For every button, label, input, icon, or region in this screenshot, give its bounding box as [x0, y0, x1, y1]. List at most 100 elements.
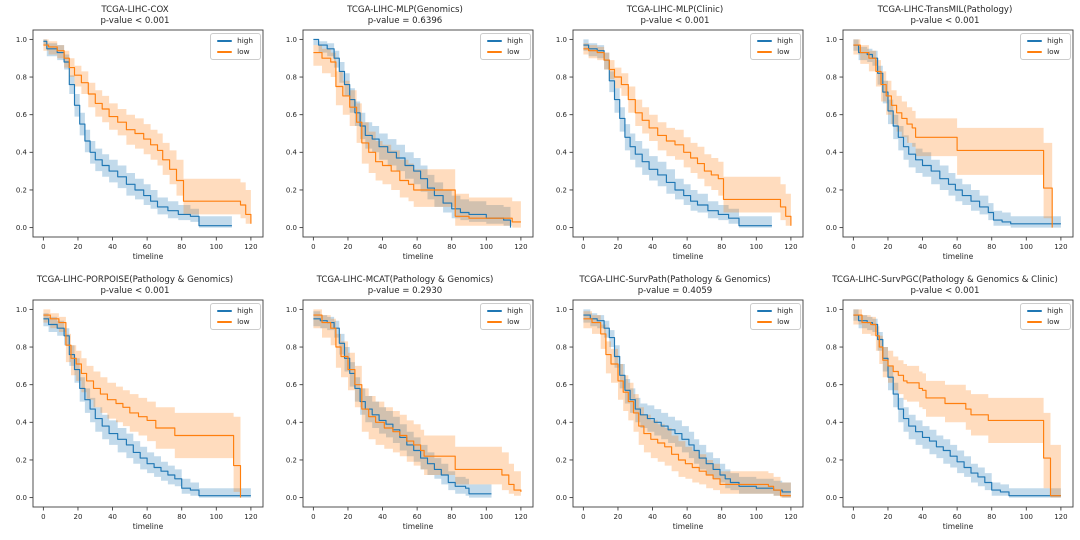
svg-text:20: 20: [614, 243, 623, 251]
legend: high low: [480, 33, 531, 60]
km-plot: 0 20 40 60 80 100 120 timeline 0.0 0.2 0.4 0.6 0.8 1.…: [556, 299, 804, 531]
svg-text:timeline: timeline: [133, 252, 164, 261]
svg-text:1.0: 1.0: [556, 306, 567, 314]
svg-text:80: 80: [447, 513, 456, 521]
legend-label-low: low: [237, 317, 250, 326]
chart-pvalue: p-value = 0.4059: [637, 286, 713, 296]
svg-text:20: 20: [344, 243, 353, 251]
legend: high low: [480, 303, 531, 330]
legend-item-high: high: [487, 307, 523, 315]
svg-text:0: 0: [851, 243, 855, 251]
legend-item-low: low: [1027, 48, 1063, 56]
chart-pvalue: p-value < 0.001: [100, 16, 170, 26]
legend-item-high: high: [217, 37, 253, 45]
svg-text:0.8: 0.8: [556, 73, 567, 81]
chart-title: TCGA-LIHC-PORPOISE(Pathology & Genomics): [36, 275, 234, 285]
svg-text:80: 80: [717, 513, 726, 521]
svg-text:1.0: 1.0: [16, 36, 27, 44]
svg-text:0.0: 0.0: [16, 494, 27, 502]
svg-text:80: 80: [987, 513, 996, 521]
legend: high low: [210, 303, 261, 330]
km-panel-mlp-clinic: TCGA-LIHC-MLP(Clinic) p-value < 0.001 0 2…: [540, 0, 810, 270]
svg-text:0.6: 0.6: [286, 381, 298, 389]
high-line-swatch: [487, 40, 503, 42]
svg-text:0.0: 0.0: [556, 224, 567, 232]
svg-text:100: 100: [1020, 243, 1033, 251]
svg-text:120: 120: [784, 513, 797, 521]
svg-text:0.6: 0.6: [826, 111, 838, 119]
svg-text:0.0: 0.0: [286, 494, 297, 502]
svg-text:0.8: 0.8: [286, 343, 297, 351]
chart-pvalue: p-value = 0.2930: [367, 286, 443, 296]
svg-text:100: 100: [750, 513, 763, 521]
legend-label-high: high: [777, 36, 793, 45]
svg-text:60: 60: [413, 243, 422, 251]
svg-text:1.0: 1.0: [826, 306, 837, 314]
svg-text:1.0: 1.0: [16, 306, 27, 314]
svg-text:0.0: 0.0: [826, 494, 837, 502]
svg-text:timeline: timeline: [673, 252, 704, 261]
svg-text:40: 40: [918, 243, 927, 251]
svg-text:0: 0: [311, 513, 315, 521]
svg-text:60: 60: [953, 243, 962, 251]
svg-text:0.8: 0.8: [16, 73, 27, 81]
legend-item-high: high: [1027, 37, 1063, 45]
svg-text:60: 60: [953, 513, 962, 521]
chart-pvalue: p-value < 0.001: [640, 16, 710, 26]
svg-text:0.4: 0.4: [286, 149, 298, 157]
svg-text:1.0: 1.0: [286, 306, 297, 314]
svg-text:timeline: timeline: [673, 522, 704, 531]
svg-text:0: 0: [851, 513, 855, 521]
chart-title: TCGA-LIHC-SurvPGC(Pathology & Genomics &…: [832, 275, 1058, 285]
svg-text:60: 60: [683, 243, 692, 251]
svg-text:0: 0: [581, 513, 585, 521]
svg-text:0.6: 0.6: [16, 381, 28, 389]
legend-item-low: low: [217, 318, 253, 326]
legend-item-low: low: [757, 48, 793, 56]
svg-text:0.0: 0.0: [16, 224, 27, 232]
km-panel-transmil: TCGA-LIHC-TransMIL(Pathology) p-value < …: [810, 0, 1080, 270]
km-panel-porpoise: TCGA-LIHC-PORPOISE(Pathology & Genomics)…: [0, 270, 270, 540]
low-line-swatch: [487, 51, 503, 53]
legend-label-high: high: [1047, 36, 1063, 45]
svg-text:20: 20: [74, 513, 83, 521]
svg-text:40: 40: [108, 513, 117, 521]
svg-text:40: 40: [648, 513, 657, 521]
chart-title: TCGA-LIHC-TransMIL(Pathology): [877, 5, 1013, 15]
svg-text:120: 120: [1054, 243, 1067, 251]
svg-text:0.2: 0.2: [556, 456, 567, 464]
legend-item-high: high: [217, 307, 253, 315]
legend-label-low: low: [1047, 47, 1060, 56]
svg-text:0.2: 0.2: [826, 456, 837, 464]
svg-text:100: 100: [480, 513, 493, 521]
svg-text:timeline: timeline: [943, 522, 974, 531]
legend: high low: [750, 303, 801, 330]
svg-text:120: 120: [784, 243, 797, 251]
legend-label-low: low: [777, 317, 790, 326]
chart-title: TCGA-LIHC-MLP(Genomics): [347, 5, 463, 15]
svg-text:0.2: 0.2: [16, 186, 27, 194]
svg-text:0.8: 0.8: [286, 73, 297, 81]
svg-text:1.0: 1.0: [826, 36, 837, 44]
svg-text:80: 80: [987, 243, 996, 251]
svg-text:40: 40: [648, 243, 657, 251]
svg-text:0.8: 0.8: [826, 343, 837, 351]
legend-item-high: high: [1027, 307, 1063, 315]
svg-text:60: 60: [143, 513, 152, 521]
svg-text:60: 60: [683, 513, 692, 521]
svg-text:0.2: 0.2: [556, 186, 567, 194]
km-panel-survpath: TCGA-LIHC-SurvPath(Pathology & Genomics)…: [540, 270, 810, 540]
svg-text:20: 20: [74, 243, 83, 251]
chart-pvalue: p-value < 0.001: [910, 16, 980, 26]
svg-text:80: 80: [177, 243, 186, 251]
legend-label-low: low: [1047, 317, 1060, 326]
legend-label-high: high: [507, 306, 523, 315]
svg-text:0.4: 0.4: [556, 419, 568, 427]
legend-label-low: low: [237, 47, 250, 56]
svg-text:0.6: 0.6: [556, 381, 568, 389]
svg-text:100: 100: [480, 243, 493, 251]
svg-text:100: 100: [210, 513, 223, 521]
chart-pvalue: p-value < 0.001: [100, 286, 170, 296]
svg-text:120: 120: [514, 243, 527, 251]
svg-text:0.4: 0.4: [16, 149, 28, 157]
